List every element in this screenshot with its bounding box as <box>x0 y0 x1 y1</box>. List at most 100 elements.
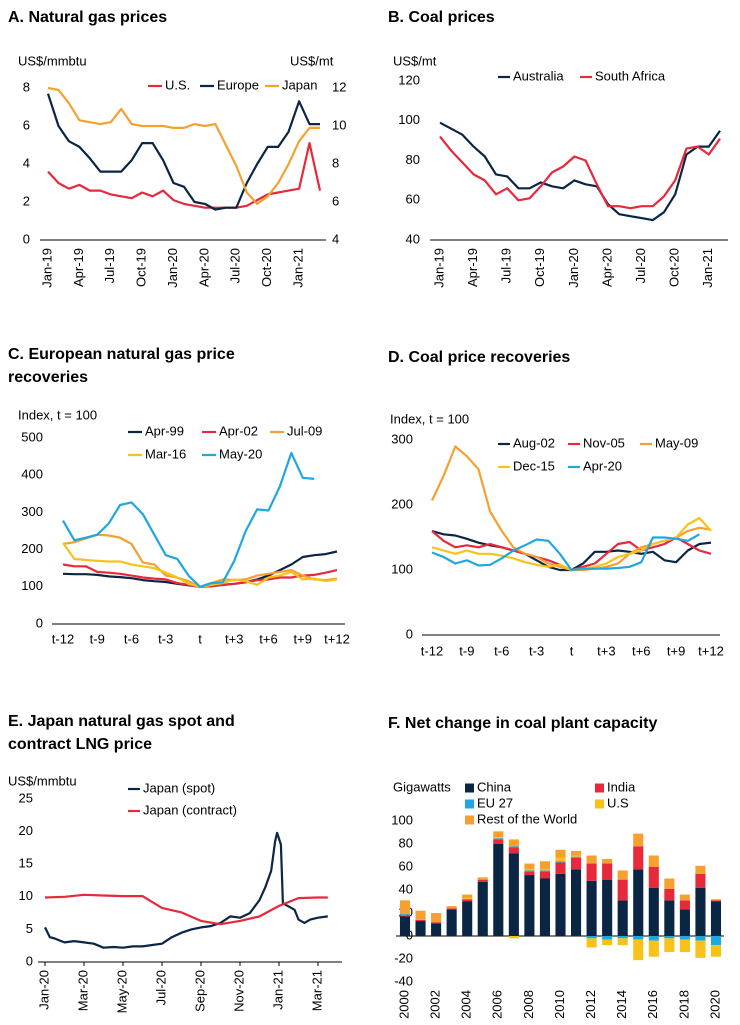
x-tick-label: Jan-21 <box>700 248 715 288</box>
bar <box>695 873 706 888</box>
legend-swatch <box>465 783 474 793</box>
legend-swatch <box>465 815 474 825</box>
legend-swatch <box>465 799 474 809</box>
bar <box>570 857 582 870</box>
x-tick-label: 2012 <box>583 990 598 1019</box>
bar <box>493 844 504 936</box>
y-tick-label: 120 <box>398 72 420 87</box>
line-series <box>62 451 315 588</box>
y-tick-label: -40 <box>394 973 413 988</box>
legend-label: Aug-02 <box>513 435 555 450</box>
bar <box>679 894 690 901</box>
legend-label: Jul-09 <box>287 423 322 438</box>
bar <box>493 838 504 840</box>
bar <box>493 831 504 838</box>
line-series <box>47 86 320 205</box>
bar <box>586 936 597 939</box>
legend-label: May-09 <box>655 435 698 450</box>
legend-label: Nov-05 <box>583 435 625 450</box>
x-tick-label: 2000 <box>396 990 411 1019</box>
legend-label: Dec-15 <box>513 458 555 473</box>
bar <box>679 936 690 940</box>
legend-label: Apr-02 <box>219 423 258 438</box>
bar <box>679 900 690 910</box>
bar <box>508 839 519 847</box>
bar <box>524 875 535 936</box>
bar <box>524 869 535 871</box>
x-tick-label: t-6 <box>494 643 509 658</box>
bar <box>539 870 551 872</box>
x-tick-label: Apr-19 <box>465 248 480 287</box>
bar <box>695 940 706 958</box>
legend-label: Mar-16 <box>145 446 186 461</box>
x-tick-label: t+3 <box>597 643 615 658</box>
bar <box>602 939 613 946</box>
bar <box>446 906 457 909</box>
legend-swatch <box>595 799 604 809</box>
chart-title: B. Coal prices <box>388 9 495 26</box>
bar <box>602 936 613 940</box>
bar <box>633 833 644 847</box>
x-tick-label: Oct-19 <box>532 248 547 287</box>
bar <box>570 855 582 857</box>
bar <box>679 939 690 953</box>
x-tick-label: t-12 <box>421 643 443 658</box>
y-tick-label: 60 <box>399 858 413 873</box>
legend-label: China <box>477 779 512 794</box>
y2-axis-label: US$/mt <box>290 53 334 68</box>
legend-label: Europe <box>217 77 259 92</box>
x-tick-label: 2010 <box>552 990 567 1019</box>
x-tick-label: t-3 <box>529 643 544 658</box>
bar <box>524 871 535 876</box>
y-tick-label: 400 <box>21 467 43 482</box>
bar <box>508 847 519 854</box>
bar <box>586 938 597 948</box>
x-tick-label: Jan-19 <box>431 248 446 288</box>
y-tick-label: 100 <box>391 561 413 576</box>
x-tick-label: t <box>570 643 574 658</box>
bar <box>431 923 442 936</box>
line-series <box>44 893 328 926</box>
x-tick-label: t+12 <box>698 643 724 658</box>
bar <box>462 899 473 902</box>
bar <box>664 900 675 936</box>
y-tick-label: 500 <box>21 429 43 444</box>
bar <box>664 936 675 939</box>
bar <box>415 919 426 922</box>
bar <box>710 901 722 936</box>
legend-label: Apr-20 <box>583 458 622 473</box>
y2-tick-label: 12 <box>332 79 346 94</box>
x-tick-label: 2014 <box>614 990 629 1019</box>
bar <box>570 850 582 856</box>
y-tick-label: 0 <box>26 953 33 968</box>
bar <box>633 936 644 940</box>
bar <box>586 855 597 864</box>
x-tick-label: Jan-20 <box>165 248 180 288</box>
x-tick-label: t-12 <box>52 631 74 646</box>
y-tick-label: 80 <box>406 152 420 167</box>
bar <box>555 862 566 874</box>
bar <box>539 878 551 936</box>
y-tick-label: 8 <box>23 79 30 94</box>
x-tick-label: Jan-21 <box>270 970 285 1010</box>
bar <box>664 888 675 901</box>
bar <box>617 900 628 936</box>
x-tick-label: t+9 <box>294 631 312 646</box>
x-tick-label: Jul-19 <box>102 248 117 283</box>
x-tick-label: Jan-20 <box>566 248 581 288</box>
bar <box>431 913 442 923</box>
bar <box>617 936 628 939</box>
bar <box>399 915 411 917</box>
bar <box>415 910 426 920</box>
chart-title: F. Net change in coal plant capacity <box>388 715 658 732</box>
bar <box>570 856 582 858</box>
x-tick-label: Oct-20 <box>667 248 682 287</box>
line-series <box>62 542 338 588</box>
bar <box>586 863 597 881</box>
y-tick-label: 6 <box>23 117 30 132</box>
x-tick-label: t+9 <box>667 643 685 658</box>
y-tick-label: 4 <box>23 155 30 170</box>
legend-label: EU 27 <box>477 795 513 810</box>
bar <box>648 936 659 941</box>
